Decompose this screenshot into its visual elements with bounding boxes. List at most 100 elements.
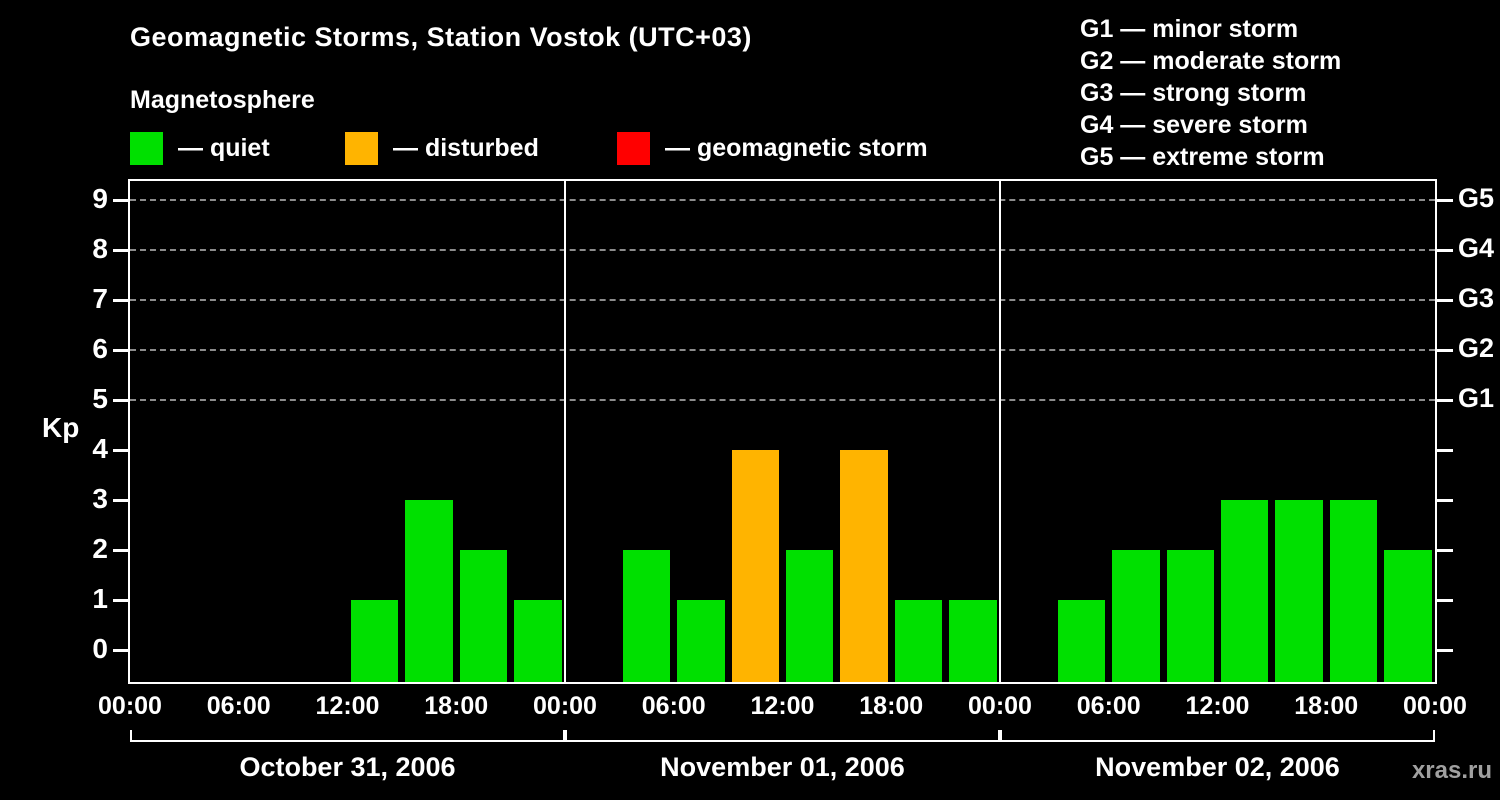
y-tick-mark	[1437, 549, 1453, 552]
kp-bar	[622, 550, 671, 682]
y-tick-mark	[113, 399, 129, 402]
y-tick-mark	[1437, 499, 1453, 502]
date-bracket	[565, 730, 1000, 742]
x-tick-label: 12:00	[315, 692, 380, 720]
y-tick-label: 3	[92, 483, 108, 514]
y-tick-mark	[1437, 599, 1453, 602]
y-tick-label: 7	[92, 283, 108, 314]
right-axis-label-g2: G2	[1458, 333, 1495, 363]
magnetosphere-label: Magnetosphere	[130, 86, 315, 114]
disturbed-swatch-icon	[345, 131, 378, 165]
y-tick-label: 0	[92, 633, 108, 664]
legend-item-quiet: — quiet	[130, 131, 270, 165]
date-label: November 01, 2006	[660, 752, 905, 782]
kp-bar	[731, 450, 779, 682]
kp-bar	[949, 600, 997, 682]
storm-swatch-icon	[617, 131, 650, 165]
y-tick-mark	[1437, 299, 1453, 302]
date-bracket	[130, 730, 565, 742]
kp-bar	[459, 550, 508, 682]
g4-legend-line: G4 — severe storm	[1080, 111, 1308, 139]
kp-bar	[1329, 500, 1378, 682]
kp-bar	[514, 600, 562, 682]
y-axis-label: Kp	[42, 412, 80, 443]
kp-bar	[1166, 550, 1214, 682]
date-label: October 31, 2006	[239, 752, 456, 782]
right-axis-label-g5: G5	[1458, 183, 1495, 213]
y-tick-mark	[113, 499, 129, 502]
y-tick-mark	[1437, 199, 1453, 202]
y-tick-label: 5	[92, 383, 108, 414]
y-tick-mark	[113, 299, 129, 302]
x-tick-label: 18:00	[424, 692, 489, 720]
g2-legend-line: G2 — moderate storm	[1080, 47, 1342, 75]
y-tick-mark	[113, 349, 129, 352]
date-label: November 02, 2006	[1095, 752, 1340, 782]
day-separator	[999, 181, 1001, 682]
kp-bar	[351, 600, 399, 682]
quiet-label: — quiet	[178, 133, 270, 162]
storm-label: — geomagnetic storm	[665, 133, 928, 162]
x-tick-label: 18:00	[859, 692, 924, 720]
y-tick-mark	[113, 249, 129, 252]
gridline-kp-9	[130, 199, 1435, 201]
y-tick-mark	[113, 549, 129, 552]
gridline-kp-8	[130, 249, 1435, 251]
watermark: xras.ru	[1411, 757, 1492, 784]
legend-item-storm: — geomagnetic storm	[617, 131, 928, 165]
kp-bar	[1057, 600, 1106, 682]
kp-bar	[1275, 500, 1323, 682]
kp-bar	[677, 600, 725, 682]
gridline-kp-7	[130, 299, 1435, 301]
x-tick-label: 00:00	[533, 692, 597, 720]
x-tick-label: 18:00	[1294, 692, 1359, 720]
g5-legend-line: G5 — extreme storm	[1080, 143, 1325, 171]
y-tick-mark	[113, 649, 129, 652]
y-tick-mark	[113, 199, 129, 202]
date-bracket	[1000, 730, 1435, 742]
x-tick-label: 06:00	[1076, 692, 1141, 720]
y-tick-mark	[113, 449, 129, 452]
right-axis-label-g4: G4	[1458, 233, 1495, 263]
kp-bar	[1384, 550, 1432, 682]
y-tick-label: 1	[92, 583, 108, 614]
y-tick-label: 4	[92, 433, 108, 464]
legend-item-disturbed: — disturbed	[345, 131, 539, 165]
y-tick-mark	[1437, 249, 1453, 252]
quiet-swatch-icon	[130, 131, 163, 165]
kp-bar	[405, 500, 453, 682]
right-axis-label-g1: G1	[1458, 383, 1495, 413]
disturbed-label: — disturbed	[393, 133, 539, 162]
kp-bar	[894, 600, 943, 682]
day-separator	[564, 181, 566, 682]
chart-title: Geomagnetic Storms, Station Vostok (UTC+…	[130, 22, 752, 52]
gridline-kp-5	[130, 399, 1435, 401]
kp-bar	[1221, 500, 1269, 682]
y-tick-label: 2	[92, 533, 108, 564]
kp-bar	[1112, 550, 1160, 682]
x-tick-label: 06:00	[206, 692, 271, 720]
kp-bar	[840, 450, 888, 682]
x-tick-label: 00:00	[98, 692, 162, 720]
right-axis-label-g3: G3	[1458, 283, 1495, 313]
y-tick-mark	[1437, 399, 1453, 402]
gridline-kp-6	[130, 349, 1435, 351]
x-tick-label: 12:00	[1185, 692, 1250, 720]
y-tick-mark	[1437, 649, 1453, 652]
kp-bar	[786, 550, 834, 682]
plot-area	[128, 179, 1437, 684]
y-tick-label: 9	[92, 183, 108, 214]
x-tick-label: 06:00	[641, 692, 706, 720]
g3-legend-line: G3 — strong storm	[1080, 79, 1307, 107]
y-tick-label: 6	[92, 333, 108, 364]
g-scale-legend: G1 — minor storm G2 — moderate storm G3 …	[1080, 13, 1341, 173]
y-tick-mark	[1437, 349, 1453, 352]
x-tick-label: 00:00	[1403, 692, 1467, 720]
y-tick-label: 8	[92, 233, 108, 264]
y-tick-mark	[113, 599, 129, 602]
g1-legend-line: G1 — minor storm	[1080, 15, 1299, 43]
y-tick-mark	[1437, 449, 1453, 452]
x-tick-label: 12:00	[750, 692, 815, 720]
x-tick-label: 00:00	[968, 692, 1032, 720]
